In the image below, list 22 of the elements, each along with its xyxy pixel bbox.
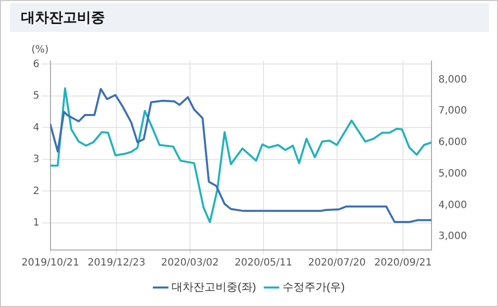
x-tick-label: 2019/12/23 [88,258,146,269]
y2-tick-label: 8,000 [438,74,468,86]
y2-tick-label: 5,000 [438,168,468,180]
y2-tick-label: 4,000 [438,200,468,211]
y-axis-title: (%) [31,44,49,56]
y-tick-label: 1 [32,218,40,229]
y-tick-label: 5 [32,90,40,102]
x-tick-label: 2020/03/02 [161,258,219,269]
x-tick-label: 2020/05/11 [234,258,292,269]
y2-tick-label: 6,000 [438,137,468,148]
legend-label: 대차잔고비중(좌) [172,282,256,294]
legend-label: 수정주가(우) [282,282,345,294]
x-tick-label: 2020/07/20 [308,258,366,269]
x-tick-label: 2019/10/21 [22,258,80,269]
y-tick-label: 3 [32,154,40,166]
y-tick-label: 4 [32,122,40,134]
y-tick-label: 2 [32,186,40,197]
y-tick-label: 6 [32,58,40,70]
y2-tick-label: 3,000 [438,231,468,242]
x-tick-label: 2020/09/21 [374,258,432,269]
y2-tick-label: 7,000 [438,106,468,117]
chart-title: 대차잔고비중 [21,9,105,27]
